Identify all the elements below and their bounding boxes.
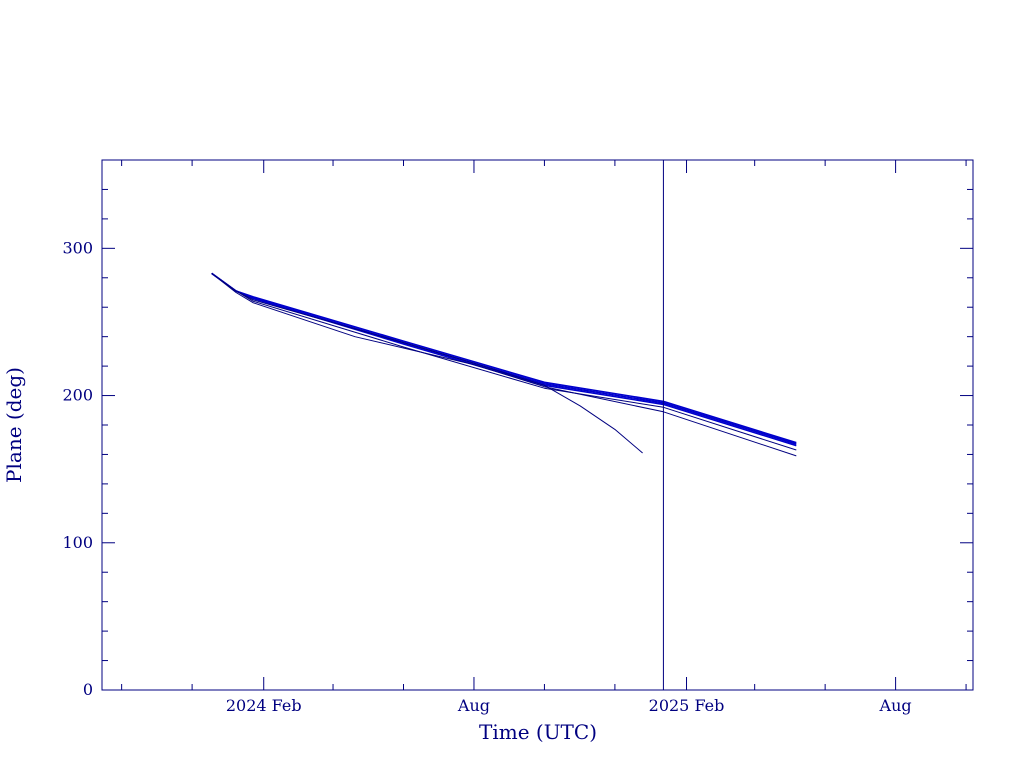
plot-frame — [101, 159, 974, 691]
y-axis-label: Plane (deg) — [2, 367, 26, 483]
y-tick-label: 300 — [62, 238, 93, 257]
x-axis-ticks: 2024 Feb Aug 2025 Feb Aug — [121, 160, 967, 715]
y-axis-ticks: 0 100 200 300 — [62, 159, 973, 699]
x-tick-label: Aug — [879, 696, 912, 715]
x-tick-label: 2024 Feb — [226, 696, 302, 715]
series-line-6 — [211, 272, 643, 454]
series-line-4 — [211, 272, 797, 451]
y-tick-label: 100 — [62, 533, 93, 552]
series-line-5 — [211, 273, 797, 457]
series-layer — [211, 272, 797, 457]
y-tick-label: 200 — [62, 386, 93, 405]
x-tick-label: 2025 Feb — [649, 696, 725, 715]
series-line-3 — [211, 272, 797, 447]
y-tick-label: 0 — [83, 680, 93, 699]
x-axis-label: Time (UTC) — [479, 720, 597, 744]
x-tick-label: Aug — [457, 696, 490, 715]
